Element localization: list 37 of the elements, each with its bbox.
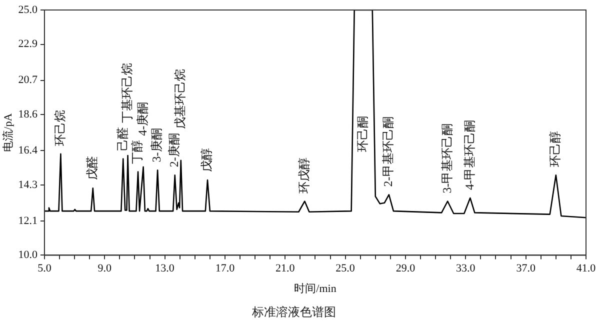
y-tick-label: 18.6 bbox=[18, 108, 38, 121]
x-tick-label: 9.0 bbox=[98, 262, 112, 275]
x-tick-label: 17.0 bbox=[215, 262, 236, 275]
x-tick-label: 13.0 bbox=[155, 262, 175, 275]
annotation: 环己醇 bbox=[548, 131, 562, 168]
x-tick-label: 25.0 bbox=[336, 262, 356, 275]
x-tick-label: 5.0 bbox=[38, 262, 52, 275]
annotation: 环己烷 bbox=[52, 110, 67, 146]
x-tick-label: 29.0 bbox=[396, 262, 416, 275]
annotation: 戊醇 bbox=[200, 148, 214, 172]
x-tick-label: 33.0 bbox=[456, 262, 476, 275]
text: 标准溶液色谱图 bbox=[251, 304, 336, 319]
y-tick-label: 12.1 bbox=[18, 214, 38, 227]
annotation: 戊醛 bbox=[85, 156, 100, 180]
annotation: 戊基环己烷 bbox=[173, 69, 188, 130]
x-tick-label: 21.0 bbox=[276, 262, 296, 275]
annotation: 丁醇 bbox=[130, 140, 144, 164]
y-tick-label: 16.4 bbox=[18, 144, 38, 156]
annotation: 4-庚酮 bbox=[135, 102, 150, 136]
x-tick-label: 41.0 bbox=[576, 262, 596, 275]
annotation: 环己酮 bbox=[356, 116, 370, 152]
y-tick-label: 14.3 bbox=[18, 178, 38, 191]
y-tick-label: 10.0 bbox=[18, 249, 38, 262]
annotation: 2-庚酮 bbox=[167, 133, 182, 168]
y-tick-label: 22.9 bbox=[18, 38, 38, 50]
annotation: 己醛 bbox=[115, 126, 130, 151]
annotation: 丁基环己烷 bbox=[120, 62, 134, 123]
x-axis-title: 时间/min bbox=[294, 282, 337, 295]
annotation: 4-甲基环己酮 bbox=[462, 120, 476, 190]
annotation: 2-甲基环己酮 bbox=[381, 116, 396, 187]
annotation: 环戊醇 bbox=[296, 157, 311, 194]
annotation: 3-甲基环己酮 bbox=[440, 123, 454, 194]
x-tick-label: 37.0 bbox=[516, 262, 536, 275]
y-tick-label: 20.7 bbox=[18, 74, 38, 86]
annotation: 3-庚酮 bbox=[150, 128, 164, 162]
y-tick-label: 25.0 bbox=[18, 4, 38, 16]
y-axis-title: 电流/pA bbox=[1, 113, 14, 152]
